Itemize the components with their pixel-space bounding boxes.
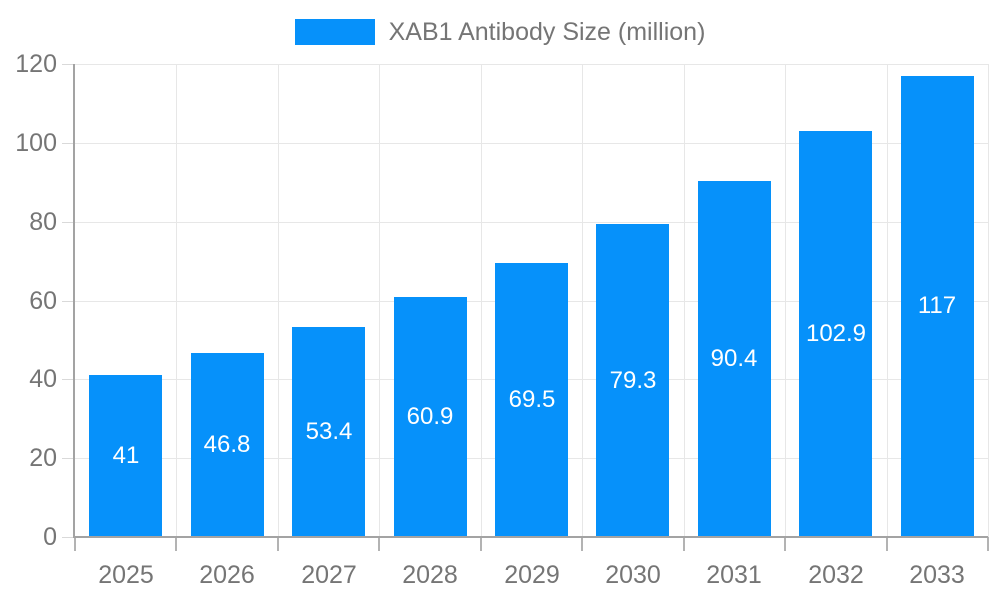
y-gridline [75, 143, 988, 144]
chart-legend: XAB1 Antibody Size (million) [0, 17, 1000, 47]
legend-swatch-icon [294, 19, 375, 45]
bar-2033 [901, 76, 974, 537]
x-tick [886, 537, 888, 551]
y-axis-tick-label: 40 [29, 365, 57, 393]
y-tick [62, 301, 75, 302]
bar-value-label: 117 [917, 292, 957, 319]
x-tick [784, 537, 786, 551]
x-tick [277, 537, 279, 551]
x-gridline [176, 64, 177, 537]
x-gridline [988, 64, 989, 537]
bar-2030 [596, 224, 669, 537]
y-gridline [75, 64, 988, 65]
bar-value-label: 41 [112, 442, 140, 469]
x-gridline [582, 64, 583, 537]
bar-value-label: 69.5 [508, 386, 556, 413]
bar-2032 [799, 131, 872, 537]
legend-label: XAB1 Antibody Size (million) [388, 18, 706, 46]
bar-2029 [495, 263, 568, 537]
y-tick [62, 143, 75, 144]
y-axis-tick-label: 60 [29, 287, 57, 315]
y-tick [62, 537, 75, 538]
x-gridline [278, 64, 279, 537]
bar-2027 [292, 327, 365, 537]
x-axis-tick-label: 2028 [402, 561, 458, 589]
bar-value-label: 90.4 [710, 345, 758, 372]
x-axis-tick-label: 2033 [909, 561, 965, 589]
y-axis-tick-label: 0 [43, 523, 57, 551]
bar-2025 [89, 375, 162, 537]
bar-value-label: 79.3 [609, 367, 657, 394]
y-axis-tick-label: 80 [29, 208, 57, 236]
x-tick [581, 537, 583, 551]
x-tick [175, 537, 177, 551]
y-axis-tick-label: 100 [15, 129, 57, 157]
x-tick [378, 537, 380, 551]
x-axis-tick-label: 2032 [808, 561, 864, 589]
bar-2031 [698, 181, 771, 537]
x-gridline [785, 64, 786, 537]
x-gridline [481, 64, 482, 537]
bar-2028 [394, 297, 467, 537]
x-axis-tick-label: 2027 [301, 561, 357, 589]
x-axis-line [73, 536, 988, 538]
x-gridline [684, 64, 685, 537]
y-axis-tick-label: 120 [15, 50, 57, 78]
y-axis-line [73, 64, 75, 537]
x-axis-tick-label: 2026 [199, 561, 255, 589]
bar-value-label: 53.4 [305, 418, 353, 445]
y-tick [62, 64, 75, 65]
x-tick [74, 537, 76, 551]
y-tick [62, 379, 75, 380]
bar-value-label: 60.9 [406, 403, 454, 430]
x-gridline [887, 64, 888, 537]
x-tick [480, 537, 482, 551]
x-tick [987, 537, 989, 551]
bar-2026 [191, 353, 264, 537]
x-axis-tick-label: 2025 [98, 561, 154, 589]
y-tick [62, 458, 75, 459]
y-axis-tick-label: 20 [29, 444, 57, 472]
bar-value-label: 46.8 [203, 431, 251, 458]
y-tick [62, 222, 75, 223]
x-tick [683, 537, 685, 551]
x-axis-tick-label: 2030 [605, 561, 661, 589]
x-axis-tick-label: 2029 [504, 561, 560, 589]
x-axis-tick-label: 2031 [706, 561, 762, 589]
y-gridline [75, 222, 988, 223]
x-gridline [379, 64, 380, 537]
bar-value-label: 102.9 [805, 320, 867, 347]
